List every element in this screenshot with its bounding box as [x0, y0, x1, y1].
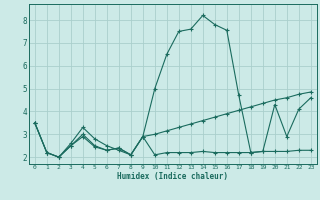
- X-axis label: Humidex (Indice chaleur): Humidex (Indice chaleur): [117, 172, 228, 181]
